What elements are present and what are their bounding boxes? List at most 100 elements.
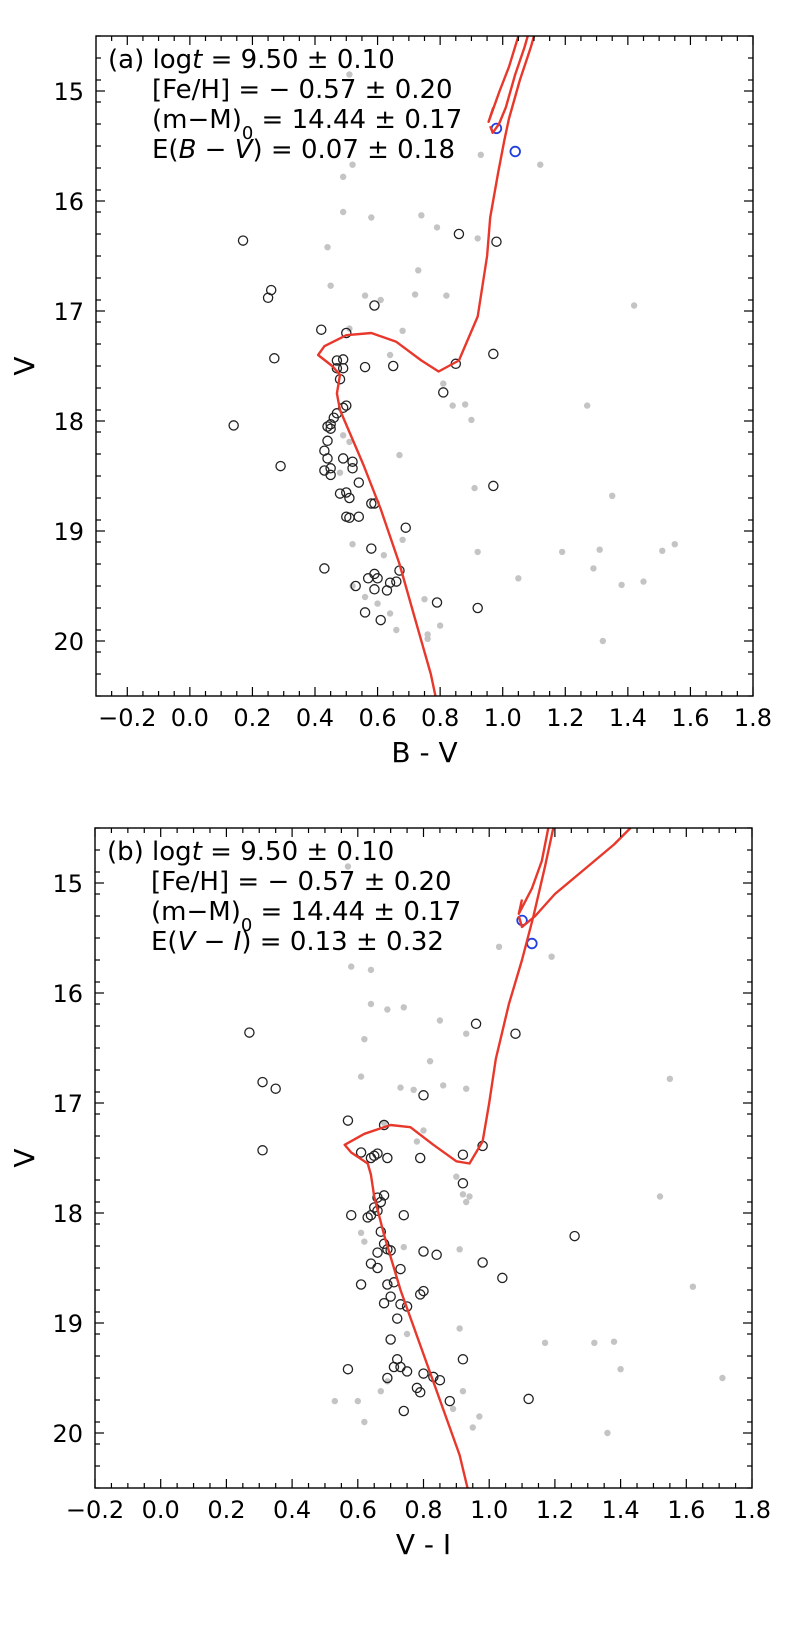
member-star-point [344, 512, 355, 524]
x-tick-label: 0.6 [339, 1496, 377, 1524]
member-star-point [398, 1405, 410, 1417]
member-star-point [388, 1361, 400, 1373]
field-star-point [440, 1082, 447, 1089]
giant-star-point [509, 145, 521, 158]
field-star-point [380, 552, 388, 559]
y-tick-label: 17 [53, 298, 84, 326]
field-star-point [689, 1283, 697, 1290]
member-star-point [355, 1147, 367, 1158]
member-star-point [401, 1366, 413, 1377]
x-tick-label: 1.6 [667, 1496, 705, 1524]
field-star-point [449, 1405, 457, 1413]
field-star-point [367, 966, 375, 974]
annotation-part: 0 [241, 915, 252, 936]
member-star-point [382, 1152, 393, 1164]
member-star-point [438, 387, 449, 398]
field-star-point [469, 1424, 476, 1431]
annotation-part: 0 [242, 123, 253, 144]
x-tick-label: 0.2 [207, 1496, 245, 1524]
field-star-point [463, 1198, 470, 1206]
member-star-point [378, 1297, 390, 1309]
member-star-point [328, 412, 340, 423]
y-tick-label: 20 [53, 628, 84, 656]
annotation-part: (a) log [108, 45, 192, 75]
member-star-point [395, 1263, 406, 1275]
member-star-point [418, 1285, 429, 1297]
member-star-point [375, 1226, 387, 1237]
annotation-part: t [192, 45, 203, 75]
field-star-point [400, 1004, 407, 1011]
member-star-point [359, 607, 371, 618]
member-star-point [368, 1150, 380, 1162]
member-star-point [375, 614, 386, 626]
field-star-point [344, 863, 352, 870]
field-star-point [719, 1374, 726, 1382]
field-star-point [659, 547, 666, 554]
member-star-point [378, 1238, 390, 1250]
isochrone-curve [343, 828, 555, 1488]
annotation-part: V − I [178, 927, 242, 957]
annotation-line: (m−M)0 = 14.44 ± 0.17 [151, 897, 461, 936]
annotation-line: (a) logt = 9.50 ± 0.10 [108, 45, 395, 75]
member-star-point [366, 498, 377, 509]
member-star-point [316, 324, 327, 335]
field-star-point [459, 1191, 467, 1198]
field-star-point [477, 151, 485, 158]
member-star-point [387, 360, 399, 372]
field-star-point [327, 282, 334, 289]
member-star-point [341, 487, 352, 498]
isochrone-loop [517, 828, 550, 915]
field-star-point [399, 536, 406, 543]
field-star-point [537, 161, 544, 168]
field-star-point [456, 1325, 463, 1332]
field-star-point [348, 963, 355, 970]
member-star-point [366, 543, 377, 554]
field-star-point [474, 548, 481, 556]
y-axis-label: V [8, 356, 41, 375]
field-star-point [346, 438, 353, 446]
field-star-point [349, 161, 356, 168]
field-star-point [640, 578, 647, 585]
field-star-point [324, 244, 331, 251]
x-tick-label: 1.4 [602, 1496, 640, 1524]
member-star-point [270, 1083, 281, 1094]
field-star-point [466, 1193, 473, 1200]
member-star-point [385, 1291, 396, 1302]
y-tick-label: 17 [52, 1090, 83, 1118]
panel-b-chart: −0.2 0.0 0.2 0.4 0.6 0.8 1.0 1.2 1.4 1.6 1.8 15 16 17… [8, 827, 771, 1561]
member-star-point [257, 1076, 268, 1088]
field-star-point [386, 610, 394, 617]
field-star-point [604, 1429, 611, 1437]
field-star-point [361, 1036, 368, 1043]
x-tick-label: 1.4 [609, 704, 647, 732]
isochrone-upper-branch [517, 828, 632, 929]
field-star-point [541, 1339, 549, 1347]
annotation-line: E(V − I) = 0.13 ± 0.32 [151, 927, 444, 957]
annotation-part: = 14.44 ± 0.17 [253, 105, 462, 135]
y-tick-label: 18 [52, 1200, 83, 1228]
member-star-point [510, 1028, 521, 1039]
member-star-point [342, 1115, 354, 1126]
member-star-point [337, 453, 349, 464]
member-star-point [477, 1257, 488, 1268]
member-star-point [341, 400, 352, 411]
field-star-point [476, 1413, 483, 1420]
field-star-point [656, 1193, 664, 1200]
member-star-point [262, 292, 274, 304]
field-star-point [339, 173, 347, 180]
field-star-point [357, 1229, 365, 1237]
annotation-part: = 14.44 ± 0.17 [252, 897, 461, 927]
field-star-point [339, 208, 347, 216]
x-tick-label: 1.6 [671, 704, 709, 732]
field-star-point [346, 71, 353, 78]
x-tick-label: 0.4 [296, 704, 334, 732]
field-star-point [410, 1086, 417, 1094]
field-star-point [443, 292, 450, 299]
field-series [331, 863, 726, 1437]
field-star-point [463, 1030, 470, 1037]
member-star-point [372, 1247, 383, 1258]
member-star-point [385, 1334, 396, 1345]
member-star-point [395, 1361, 406, 1373]
field-star-point [459, 1388, 467, 1395]
member-star-point [523, 1393, 534, 1405]
